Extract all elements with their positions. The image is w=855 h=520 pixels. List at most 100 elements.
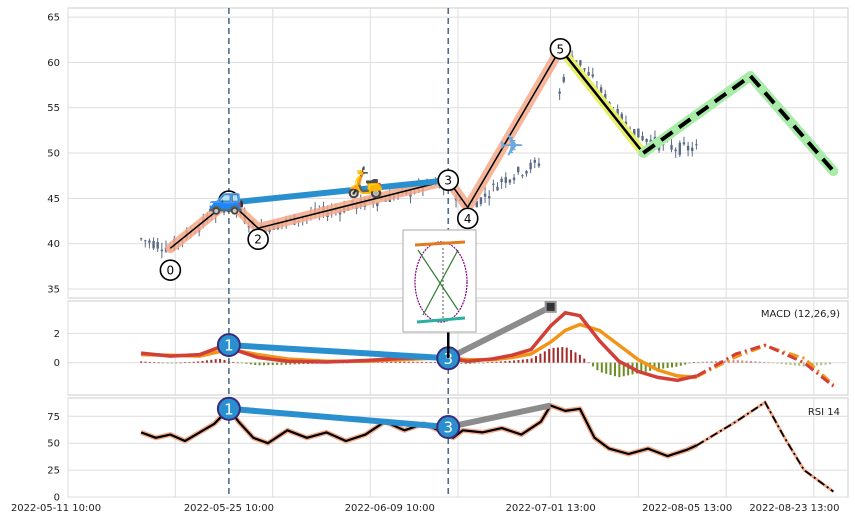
macd-histogram-bar xyxy=(828,362,831,365)
x-tick-label: 2022-05-11 10:00 xyxy=(11,503,101,514)
price-tick-label: 65 xyxy=(47,13,60,24)
price-tick-label: 60 xyxy=(47,58,60,69)
macd-histogram-bar xyxy=(675,362,678,367)
macd-histogram-bar xyxy=(679,362,682,366)
rsi-point-label: 3 xyxy=(443,419,453,437)
macd-histogram-bar xyxy=(241,362,244,364)
macd-gray-line xyxy=(446,304,552,361)
macd-histogram-bar xyxy=(298,362,301,365)
macd-histogram-bar xyxy=(223,359,226,363)
candle-body xyxy=(512,177,516,181)
candle-body xyxy=(156,242,159,249)
candle-body xyxy=(587,72,590,76)
candle-body xyxy=(624,121,628,125)
candle-body xyxy=(533,159,536,163)
macd-histogram-bar xyxy=(622,362,625,377)
macd-tick-label: 0 xyxy=(54,358,60,369)
macd-histogram-bar xyxy=(504,361,507,363)
wave-point-label: 1 xyxy=(225,195,233,209)
macd-histogram-bar xyxy=(530,358,533,363)
rsi-tick-label: 75 xyxy=(47,412,60,423)
macd-histogram-bar xyxy=(517,360,520,363)
macd-histogram-bar xyxy=(486,362,489,363)
wave-point-marker xyxy=(549,37,572,60)
macd-projected-line xyxy=(696,343,835,388)
macd-histogram-bar xyxy=(390,361,393,363)
candle-body xyxy=(633,129,636,138)
rsi-point-label: 1 xyxy=(224,400,234,418)
macd-histogram-bar xyxy=(543,351,546,363)
macd-histogram-bar xyxy=(587,362,590,364)
wave-point-marker xyxy=(437,169,460,191)
candle-body xyxy=(691,147,694,152)
macd-histogram-bar xyxy=(157,362,160,364)
impulse-wave-line xyxy=(169,48,562,249)
macd-histogram-bar xyxy=(666,362,669,368)
macd-histogram-bar xyxy=(276,362,279,365)
x-tick-label: 2022-06-09 10:00 xyxy=(345,503,435,514)
macd-histogram-bar xyxy=(701,361,704,363)
macd-histogram-bar xyxy=(469,362,472,364)
x-tick-label: 2022-07-01 13:00 xyxy=(506,503,596,514)
macd-histogram-bar xyxy=(570,349,573,363)
candle-body xyxy=(537,163,541,167)
wave-point-label: 0 xyxy=(167,264,175,278)
candle-body xyxy=(483,193,487,197)
candle-body xyxy=(492,183,495,185)
macd-histogram-bar xyxy=(429,361,432,363)
candle-body xyxy=(525,170,528,174)
candle-body xyxy=(517,166,520,173)
macd-histogram-bar xyxy=(184,362,186,363)
macd-histogram-bar xyxy=(697,361,700,363)
macd-histogram-bar xyxy=(785,362,788,365)
macd-histogram-bar xyxy=(284,362,287,365)
rsi-tick-label: 50 xyxy=(47,439,60,450)
macd-histogram-bar xyxy=(561,347,564,363)
macd-histogram-bar xyxy=(262,362,265,366)
price-tick-label: 40 xyxy=(47,239,60,250)
macd-histogram-bar xyxy=(403,361,406,363)
macd-histogram-bar xyxy=(613,362,616,377)
macd-histogram-bar xyxy=(706,361,709,363)
macd-histogram-bar xyxy=(780,362,783,364)
airplane-icon: ✈ xyxy=(499,129,524,164)
candle-body xyxy=(139,238,143,240)
rsi-projected-line xyxy=(696,401,834,493)
macd-histogram-bar xyxy=(302,362,305,365)
macd-histogram-bar xyxy=(153,362,156,363)
macd-histogram-bar xyxy=(548,348,551,363)
macd-histogram-bar xyxy=(574,352,577,363)
macd-histogram-bar xyxy=(552,347,555,363)
rsi-divergence-line xyxy=(228,405,449,431)
macd-histogram-bar xyxy=(144,361,147,363)
macd-histogram-bar xyxy=(148,361,151,363)
callout-pattern-bottom xyxy=(416,316,466,324)
macd-histogram-bar xyxy=(188,362,191,363)
candle-body xyxy=(678,142,682,155)
x-tick-label: 2022-08-05 13:00 xyxy=(642,503,732,514)
macd-histogram-bar xyxy=(473,362,476,364)
macd-histogram-bar xyxy=(749,361,752,363)
correction-line xyxy=(559,48,645,154)
macd-histogram-bar xyxy=(662,362,665,369)
macd-histogram-bar xyxy=(605,362,608,374)
macd-histogram-bar xyxy=(635,362,638,374)
macd-histogram-bar xyxy=(179,362,182,364)
macd-histogram-bar xyxy=(556,347,559,363)
macd-histogram-bar xyxy=(271,362,274,366)
price-tick-label: 45 xyxy=(47,194,60,205)
candle-body xyxy=(599,87,603,94)
macd-histogram-bar xyxy=(293,362,296,365)
macd-gray-marker xyxy=(544,300,557,313)
candle-body xyxy=(247,225,251,228)
candle-body xyxy=(508,179,512,183)
macd-histogram-bar xyxy=(640,362,643,373)
macd-histogram-bar xyxy=(714,361,717,363)
macd-histogram-bar xyxy=(758,361,761,363)
macd-histogram-bar xyxy=(434,362,437,363)
candle-body xyxy=(521,175,524,177)
macd-histogram-bar xyxy=(671,362,674,368)
candle-body xyxy=(686,145,690,151)
macd-histogram-bar xyxy=(583,358,586,363)
macd-histogram-bar xyxy=(412,361,415,363)
